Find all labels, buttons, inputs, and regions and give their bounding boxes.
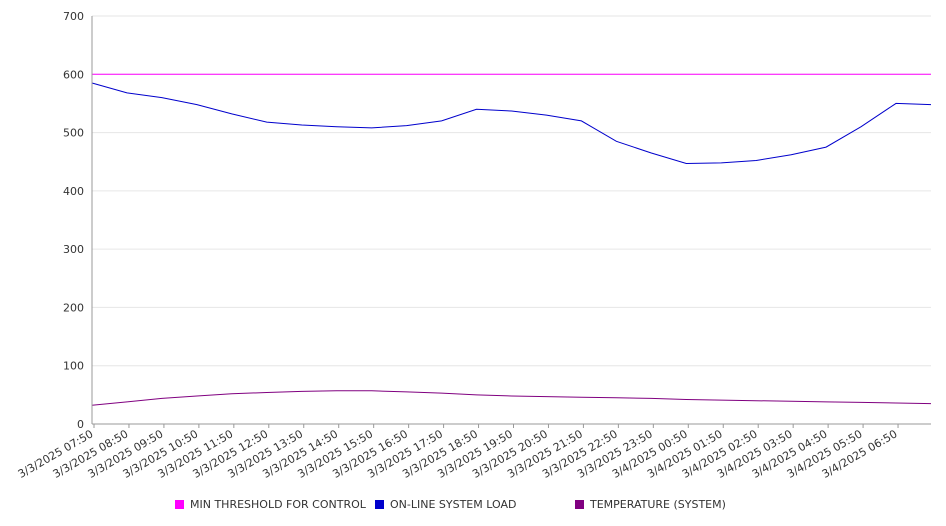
series-line bbox=[91, 82, 932, 165]
y-tick-label: 700 bbox=[63, 10, 84, 23]
legend-swatch-blue bbox=[375, 500, 384, 509]
series-lines bbox=[91, 73, 932, 406]
y-axis-ticks: 0 100 200 300 400 500 600 700 bbox=[63, 10, 84, 431]
series-line bbox=[91, 390, 932, 406]
x-axis-ticks: 3/3/2025 07:503/3/2025 08:503/3/2025 09:… bbox=[16, 424, 900, 481]
y-tick-label: 500 bbox=[63, 127, 84, 140]
legend-item-temperature[interactable]: TEMPERATURE (SYSTEM) bbox=[575, 498, 726, 511]
legend-label: ON-LINE SYSTEM LOAD bbox=[390, 498, 517, 511]
y-tick-label: 300 bbox=[63, 243, 84, 256]
legend: MIN THRESHOLD FOR CONTROL ON-LINE SYSTEM… bbox=[0, 498, 946, 514]
y-tick-label: 400 bbox=[63, 185, 84, 198]
legend-label: MIN THRESHOLD FOR CONTROL bbox=[190, 498, 366, 511]
legend-item-system-load[interactable]: ON-LINE SYSTEM LOAD bbox=[375, 498, 516, 511]
y-tick-label: 200 bbox=[63, 301, 84, 314]
legend-label: TEMPERATURE (SYSTEM) bbox=[590, 498, 726, 511]
legend-swatch-purple bbox=[575, 500, 584, 509]
y-tick-label: 600 bbox=[63, 68, 84, 81]
legend-swatch-magenta bbox=[175, 500, 184, 509]
y-tick-label: 100 bbox=[63, 360, 84, 373]
y-tick-label: 0 bbox=[77, 418, 84, 431]
grid-lines bbox=[92, 15, 931, 367]
legend-item-min-threshold[interactable]: MIN THRESHOLD FOR CONTROL bbox=[175, 498, 366, 511]
